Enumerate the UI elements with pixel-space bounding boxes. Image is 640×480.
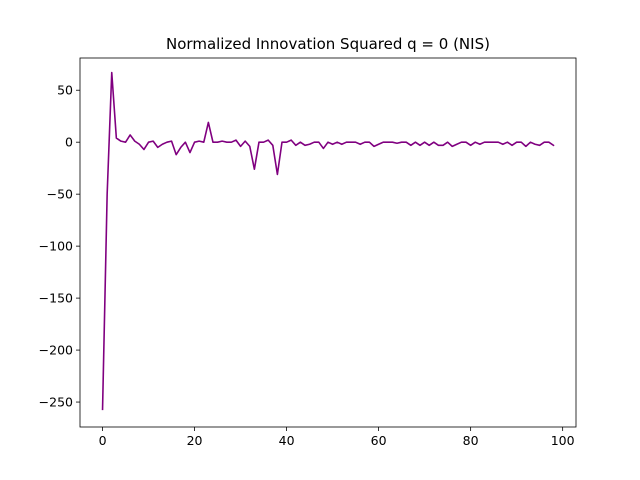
plot-area xyxy=(79,57,577,428)
y-tick-label: −100 xyxy=(39,239,73,254)
y-axis: −250 −200 −150 −100 −50 0 50 xyxy=(39,83,80,410)
y-tick-label: 0 xyxy=(65,135,73,150)
chart-title: Normalized Innovation Squared q = 0 (NIS… xyxy=(166,35,490,53)
y-tick-label: −200 xyxy=(39,343,73,358)
x-tick-label: 100 xyxy=(551,433,575,448)
y-tick-label: −150 xyxy=(39,291,73,306)
y-tick-label: 50 xyxy=(57,83,73,98)
x-tick-label: 60 xyxy=(371,433,387,448)
x-axis: 0 20 40 60 80 100 xyxy=(99,427,575,448)
x-tick-label: 20 xyxy=(187,433,203,448)
x-tick-label: 40 xyxy=(279,433,295,448)
series-line-0 xyxy=(101,71,555,411)
y-tick-label: −50 xyxy=(47,187,73,202)
axes-frame xyxy=(79,57,577,428)
x-tick-label: 80 xyxy=(463,433,479,448)
x-tick-label: 0 xyxy=(99,433,107,448)
y-tick-label: −250 xyxy=(39,395,73,410)
